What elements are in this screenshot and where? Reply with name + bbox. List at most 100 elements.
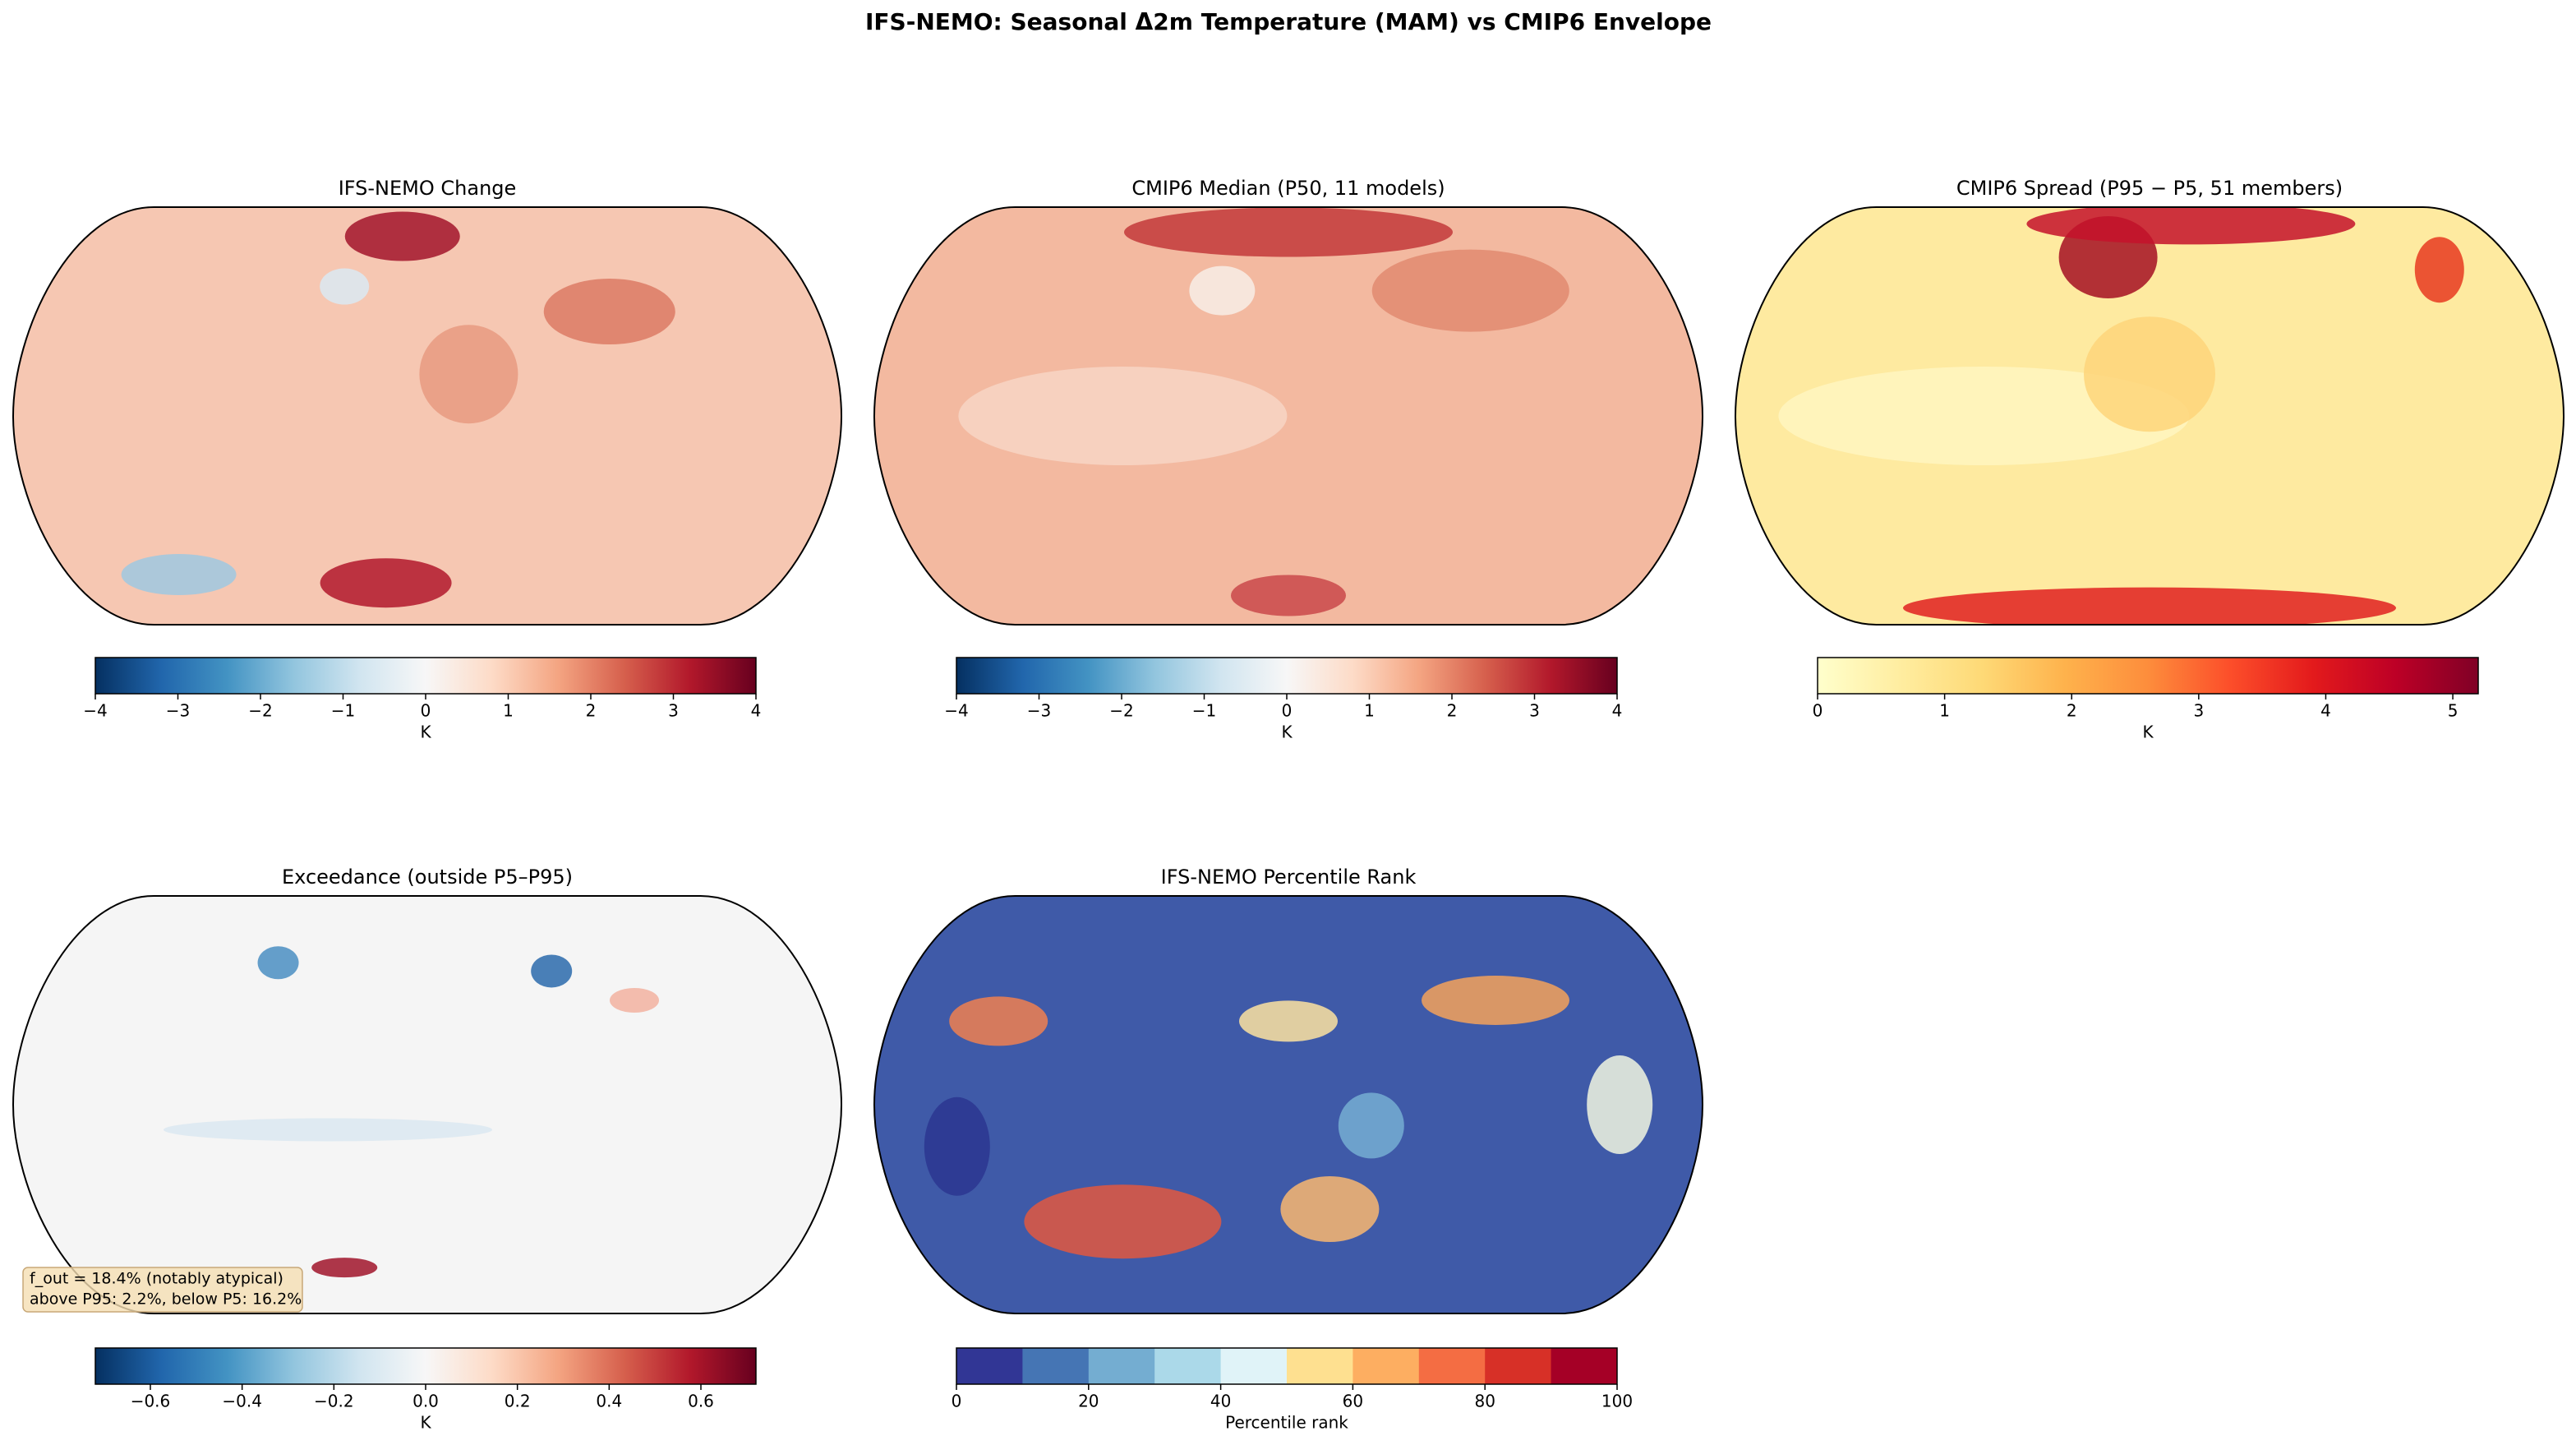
colorbar-tick-label: 0.4 (596, 1392, 622, 1411)
map-region (1903, 587, 2396, 625)
colorbar-tick-label: 1 (1939, 701, 1950, 721)
colorbar-segment (1022, 1348, 1090, 1384)
colorbar-tick-label: −4 (83, 701, 107, 721)
map-field (13, 207, 841, 625)
colorbar-tick-label: 4 (751, 701, 762, 721)
colorbar-segment (1551, 1348, 1618, 1384)
colorbar-tick-label: 2 (586, 701, 597, 721)
colorbar-tick-label: −1 (1192, 701, 1216, 721)
map-field (13, 896, 841, 1313)
colorbar-tick-label: 4 (2320, 701, 2331, 721)
colorbar-tick-label: −2 (1109, 701, 1133, 721)
colorbar-tick-label: 3 (1529, 701, 1540, 721)
colorbar-segment (1287, 1348, 1353, 1384)
colorbar-tick-label: 0 (1282, 701, 1293, 721)
colorbar-tick-label: 2 (1447, 701, 1458, 721)
panel-title: CMIP6 Spread (P95 − P5, 51 members) (1956, 177, 2343, 200)
map-background (13, 896, 841, 1313)
colorbar-tick-label: 1 (1364, 701, 1375, 721)
colorbar-tick-label: −0.2 (314, 1392, 354, 1411)
map-region (1024, 1184, 1222, 1259)
colorbar-label: Percentile rank (1225, 1413, 1348, 1433)
annotation-text: f_out = 18.4% (notably atypical) (30, 1270, 283, 1288)
colorbar (95, 658, 756, 694)
colorbar-tick-label: 0 (421, 701, 431, 721)
colorbar (1818, 658, 2478, 694)
colorbar-tick-label: 60 (1343, 1392, 1363, 1411)
map-region (121, 554, 237, 596)
colorbar-tick-label: 4 (1612, 701, 1623, 721)
colorbar-tick-label: 40 (1210, 1392, 1231, 1411)
panel-title: IFS-NEMO Change (339, 177, 517, 200)
map-region (531, 954, 573, 988)
colorbar-tick-label: 0.0 (412, 1392, 439, 1411)
colorbar-tick-label: 20 (1078, 1392, 1099, 1411)
map-field (1735, 207, 2564, 625)
colorbar-label: K (1281, 722, 1293, 742)
map-region (320, 558, 452, 608)
colorbar-tick-label: 2 (2067, 701, 2077, 721)
map-region (949, 996, 1048, 1046)
colorbar-tick-label: −0.4 (222, 1392, 262, 1411)
map-outline (1734, 206, 2565, 626)
colorbar-tick-label: 0 (952, 1392, 962, 1411)
map-region (164, 1118, 493, 1142)
map-region (1231, 575, 1346, 616)
colorbar-label: K (420, 1413, 431, 1433)
colorbar-tick-label: −3 (166, 701, 190, 721)
map-field (874, 896, 1703, 1313)
colorbar-frame (956, 1347, 1618, 1385)
annotation-text: above P95: 2.2%, below P5: 16.2% (30, 1290, 302, 1309)
panel-title: Exceedance (outside P5–P95) (282, 866, 573, 889)
colorbar-segment (1353, 1348, 1420, 1384)
map-region (419, 325, 518, 424)
colorbar-segment (1485, 1348, 1552, 1384)
map-region (311, 1258, 378, 1278)
map-background (874, 896, 1703, 1313)
map-region (1371, 249, 1569, 332)
colorbar-segment (1220, 1348, 1288, 1384)
map-region (2084, 316, 2215, 432)
colorbar-tick-label: 0.6 (688, 1392, 714, 1411)
map-region (344, 211, 460, 261)
colorbar-tick-label: −3 (1027, 701, 1051, 721)
colorbar-tick-label: 3 (668, 701, 679, 721)
map-field (874, 207, 1703, 625)
map-region (320, 268, 370, 305)
colorbar-tick-label: −1 (331, 701, 355, 721)
colorbar-tick-label: −2 (248, 701, 272, 721)
colorbar-tick-label: 100 (1601, 1392, 1633, 1411)
map-outline (12, 895, 843, 1314)
map-region (1587, 1055, 1653, 1154)
colorbar-tick-label: −4 (944, 701, 968, 721)
colorbar-tick-label: −0.6 (131, 1392, 171, 1411)
colorbar-segment (1088, 1348, 1155, 1384)
map-region (2414, 237, 2464, 303)
colorbar-segment (1154, 1348, 1222, 1384)
colorbar-tick-label: 0.2 (505, 1392, 531, 1411)
colorbar-tick-label: 5 (2448, 701, 2458, 721)
colorbar-tick-label: 3 (2193, 701, 2204, 721)
colorbar-frame (1817, 657, 2479, 695)
map-region (2026, 207, 2356, 245)
figure-title: IFS-NEMO: Seasonal Δ2m Temperature (MAM)… (865, 8, 1712, 35)
map-background (13, 207, 841, 625)
annotation-box (22, 1267, 303, 1313)
map-region (257, 946, 299, 980)
map-region (1239, 1000, 1338, 1042)
map-region (924, 1096, 990, 1196)
map-region (1124, 207, 1453, 257)
map-region (1280, 1176, 1380, 1242)
colorbar-tick-label: 0 (1813, 701, 1823, 721)
map-region (958, 367, 1288, 465)
colorbar (956, 658, 1617, 694)
map-outline (873, 895, 1704, 1314)
map-region (1338, 1092, 1404, 1159)
map-region (1189, 265, 1256, 316)
map-outline (12, 206, 843, 626)
map-region (543, 279, 675, 344)
colorbar (95, 1348, 756, 1384)
panel-title: IFS-NEMO Percentile Rank (1161, 866, 1417, 889)
colorbar-segment (1418, 1348, 1486, 1384)
